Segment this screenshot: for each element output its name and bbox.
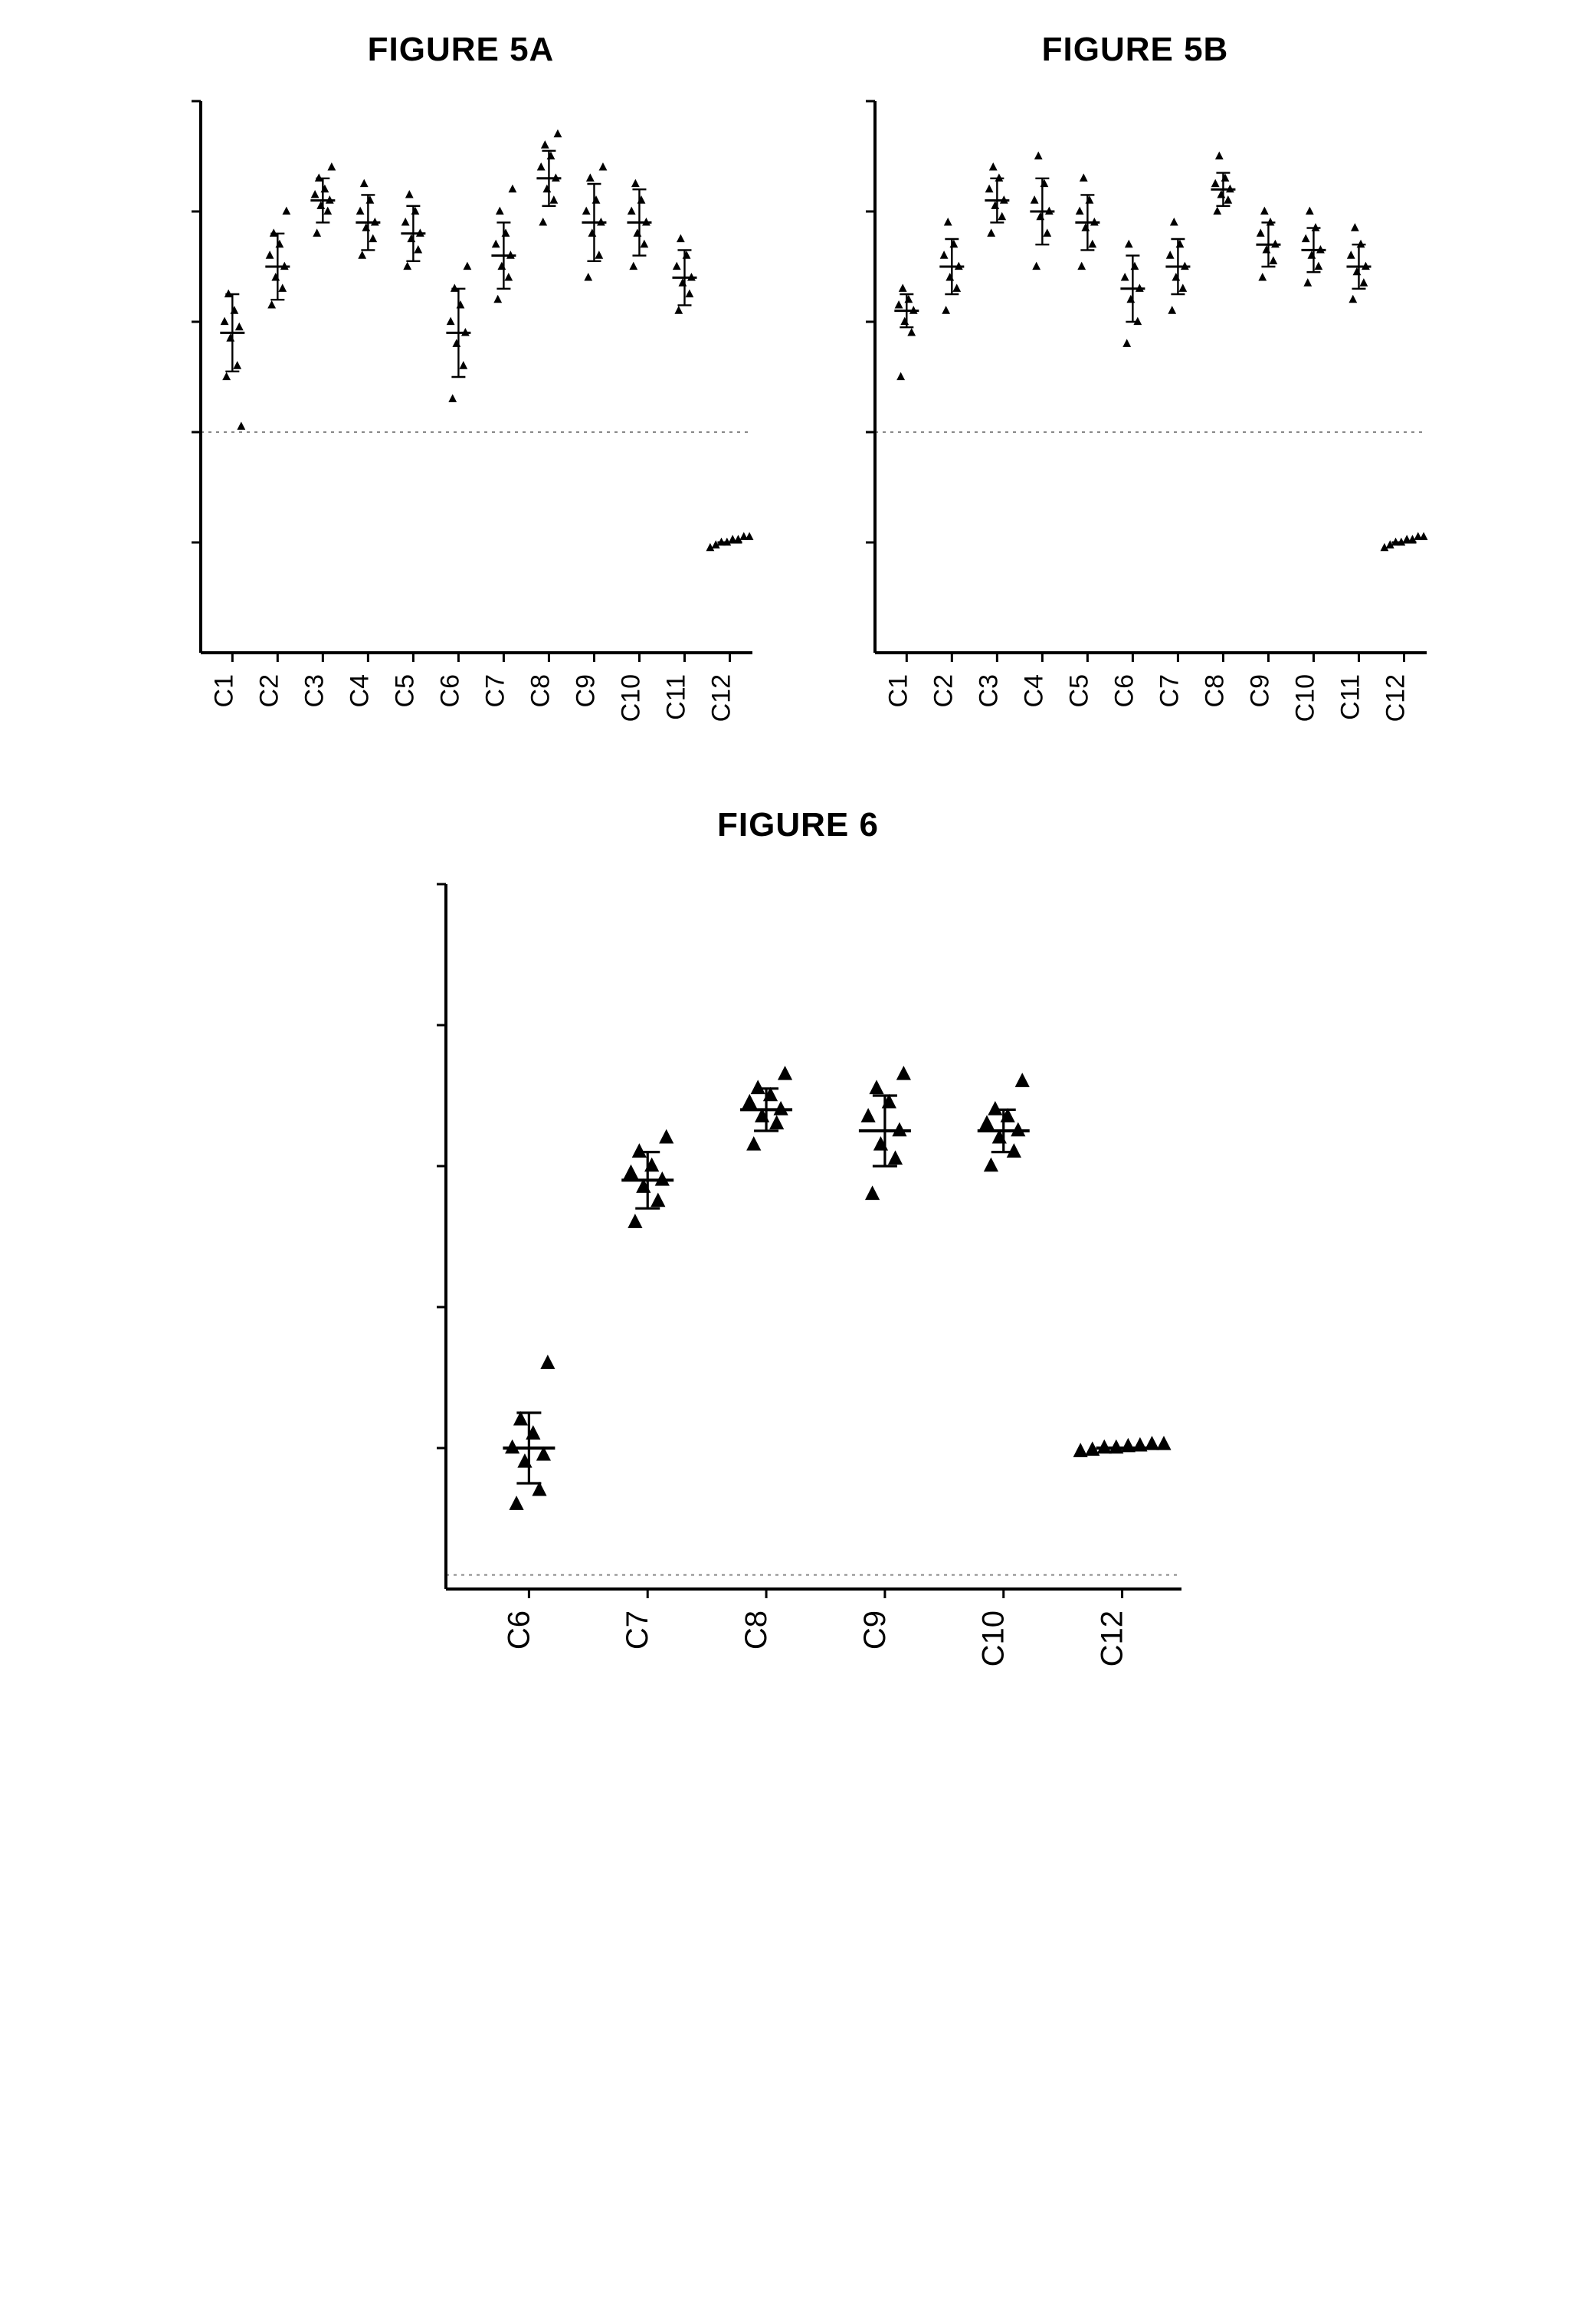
svg-text:C6: C6	[435, 674, 464, 707]
svg-text:C6: C6	[502, 1610, 536, 1650]
svg-text:C10: C10	[1290, 674, 1319, 722]
svg-text:C3: C3	[974, 674, 1003, 707]
svg-text:C1: C1	[209, 674, 238, 707]
svg-text:C5: C5	[1064, 674, 1093, 707]
figure-6-chart: C6 C7 C8 C9 C10 C12	[377, 861, 1220, 1704]
svg-text:C8: C8	[1200, 674, 1229, 707]
svg-text:C12: C12	[706, 674, 736, 722]
svg-text:C3: C3	[300, 674, 329, 707]
figure-6-title: FIGURE 6	[717, 806, 879, 844]
svg-text:C9: C9	[857, 1610, 891, 1650]
svg-text:C4: C4	[1019, 674, 1048, 707]
figure-5a-chart: C1 C2 C3 C4 C5 C6 C7 C8 C9 C10 C11 C12	[147, 86, 775, 760]
svg-text:C2: C2	[254, 674, 283, 707]
figure-5b-title: FIGURE 5B	[1042, 31, 1229, 69]
svg-text:C10: C10	[616, 674, 645, 722]
svg-text:C9: C9	[571, 674, 600, 707]
svg-text:C4: C4	[345, 674, 374, 707]
svg-text:C11: C11	[1335, 674, 1365, 720]
figure-5a-title: FIGURE 5A	[368, 31, 555, 69]
svg-text:C6: C6	[1109, 674, 1139, 707]
svg-text:C8: C8	[739, 1610, 773, 1650]
figure-6-block: FIGURE 6 C6 C7 C8 C9 C10 C12	[377, 806, 1220, 1704]
svg-text:C12: C12	[1381, 674, 1410, 722]
svg-text:C8: C8	[526, 674, 555, 707]
svg-text:C7: C7	[480, 674, 510, 707]
svg-text:C7: C7	[1155, 674, 1184, 707]
svg-text:C5: C5	[390, 674, 419, 707]
svg-text:C7: C7	[621, 1610, 654, 1650]
svg-text:C9: C9	[1245, 674, 1274, 707]
figure-5a-block: FIGURE 5A C1 C2 C3 C4 C5 C6 C7 C8 C9 C10 C11 C12	[147, 31, 775, 760]
svg-text:C1: C1	[883, 674, 913, 707]
figure-5b-chart: C1 C2 C3 C4 C5 C6 C7 C8 C9 C10 C11 C12	[821, 86, 1450, 760]
svg-text:C2: C2	[929, 674, 958, 707]
svg-text:C11: C11	[661, 674, 690, 720]
svg-text:C12: C12	[1095, 1610, 1129, 1666]
svg-text:C10: C10	[976, 1610, 1010, 1666]
figure-5b-block: FIGURE 5B C1 C2 C3 C4 C5 C6 C7 C8 C9 C10 C11 C12	[821, 31, 1450, 760]
